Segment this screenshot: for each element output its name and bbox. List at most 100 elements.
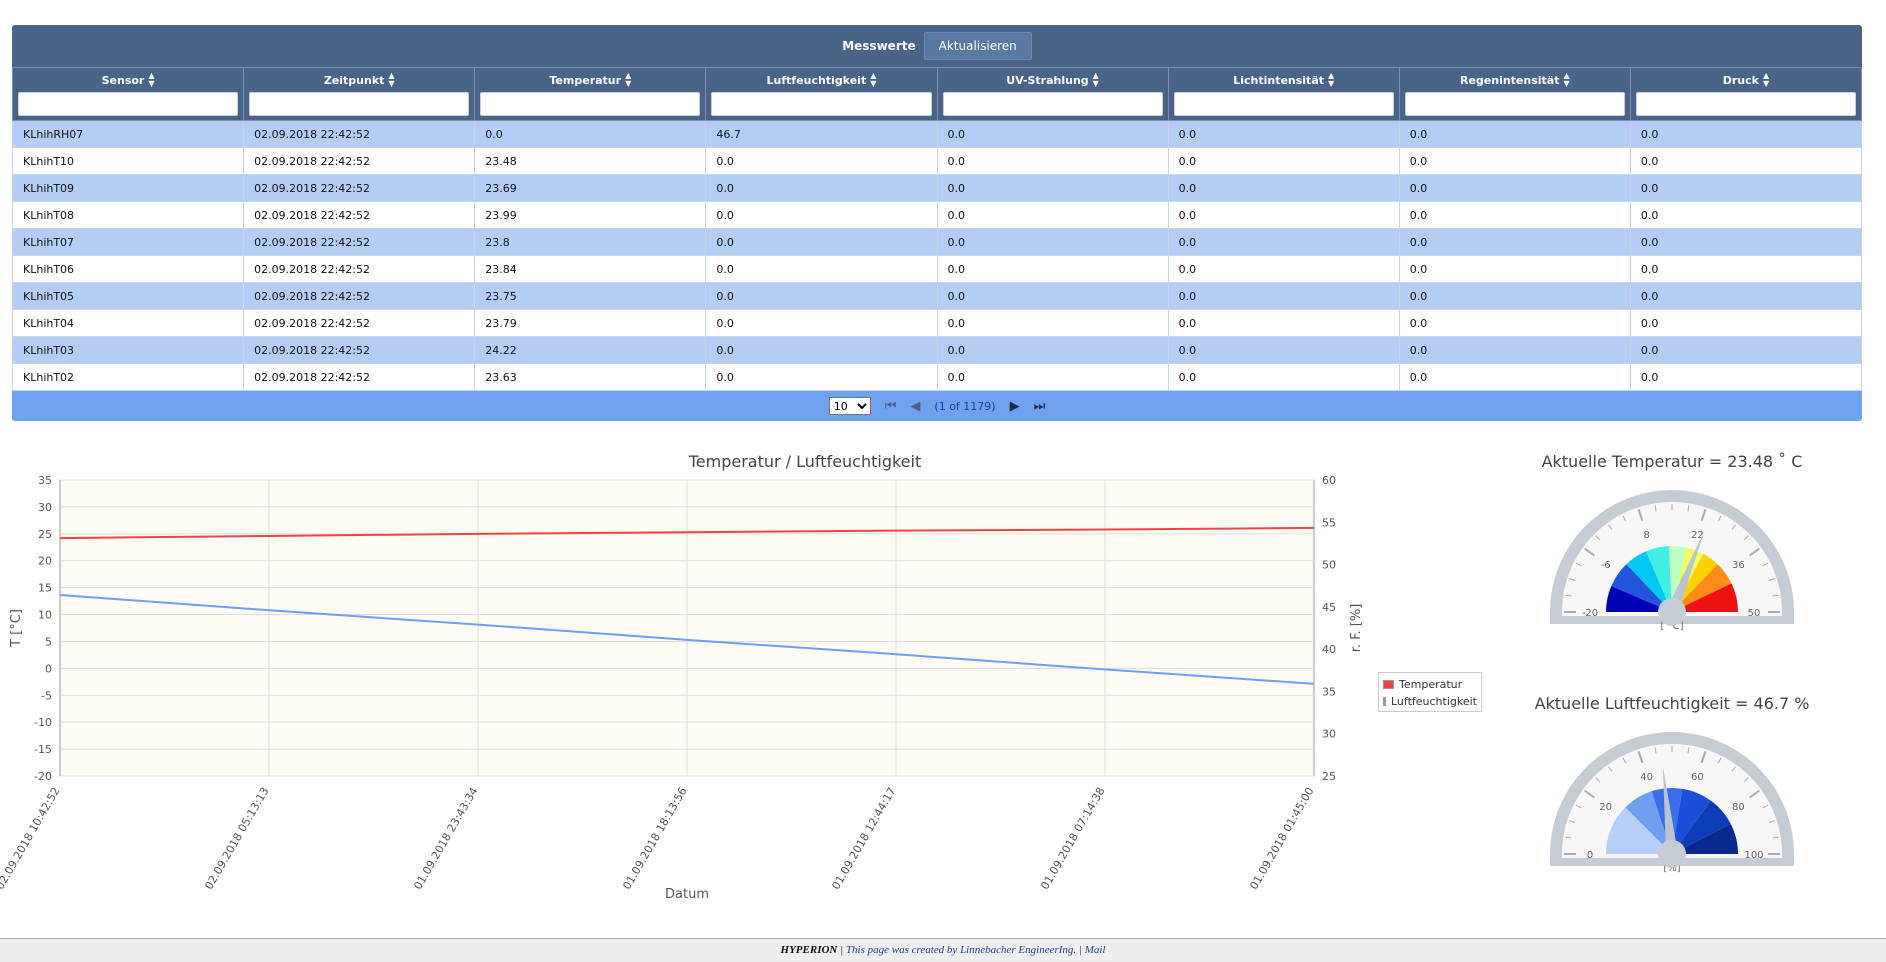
gauge-tick (1637, 508, 1644, 522)
sort-icon[interactable]: ▲ ▼ (870, 71, 877, 88)
table-cell: 0.0 (936, 174, 1169, 202)
mail-link[interactable]: Mail (1084, 944, 1106, 956)
column-header[interactable]: Druck ▲ ▼ (1629, 67, 1863, 121)
table-cell: 23.84 (474, 255, 707, 283)
prev-page-icon[interactable]: ◀ (910, 398, 921, 413)
chart-legend: Temperatur Luftfeuchtigkeit (1378, 672, 1482, 712)
gauge-tick (1731, 524, 1736, 530)
table-row[interactable]: KLhihRH07 02.09.2018 22:42:52 0.0 46.7 0.0 0.… (11, 120, 1863, 148)
column-header[interactable]: Lichtintensität ▲ ▼ (1167, 67, 1400, 121)
x-tick-label: 01.09.2018 01:45:00 (1247, 785, 1316, 892)
next-page-icon[interactable]: ▶ (1009, 398, 1020, 413)
table-cell: 0.0 (705, 228, 938, 256)
first-page-icon[interactable]: ⏮ (884, 398, 897, 413)
column-header[interactable]: Sensor ▲ ▼ (11, 67, 245, 121)
footer-brand: HYPERION (780, 944, 838, 956)
table-cell: 0.0 (705, 309, 938, 337)
table-row[interactable]: KLhihT08 02.09.2018 22:42:52 23.99 0.0 0.0 0.… (11, 201, 1863, 229)
y-tick-label: 30 (38, 501, 52, 514)
table-cell: 0.0 (1167, 228, 1400, 256)
refresh-button[interactable]: Aktualisieren (923, 32, 1032, 60)
column-filter-input[interactable] (942, 92, 1163, 116)
column-label: Regenintensität (1459, 73, 1560, 87)
column-filter-input[interactable] (711, 92, 932, 116)
column-header[interactable]: UV-Strahlung ▲ ▼ (936, 67, 1169, 121)
column-header[interactable]: Luftfeuchtigkeit ▲ ▼ (705, 67, 938, 121)
table-cell: 0.0 (1167, 282, 1400, 310)
sort-icon[interactable]: ▲ ▼ (1762, 71, 1770, 88)
y2-tick-label: 35 (1322, 685, 1336, 698)
y2-tick-label: 55 (1322, 516, 1336, 529)
table-cell: 0.0 (936, 228, 1169, 256)
table-row[interactable]: KLhihT06 02.09.2018 22:42:52 23.84 0.0 0.0 0.… (11, 255, 1863, 283)
series-line-temperatur (59, 526, 1315, 540)
gauge-tick (1749, 547, 1760, 557)
chart-title: Temperatur / Luftfeuchtigkeit (688, 452, 922, 471)
table-row[interactable]: KLhihT03 02.09.2018 22:42:52 24.22 0.0 0.0 0.… (11, 336, 1863, 364)
column-header[interactable]: Temperatur ▲ ▼ (474, 67, 707, 121)
column-filter-input[interactable] (1173, 92, 1394, 116)
gauge-scale-label: 100 (1744, 850, 1763, 861)
table-cell: 0.0 (705, 201, 938, 229)
table-cell: 02.09.2018 22:42:52 (243, 228, 476, 256)
gauge-tick (1569, 820, 1576, 823)
table-cell: 0.0 (1398, 201, 1631, 229)
gauge-tick (1622, 515, 1627, 522)
y2-tick-label: 30 (1322, 728, 1336, 741)
gauge-tick (1717, 515, 1722, 522)
sort-icon[interactable]: ▲ ▼ (1563, 71, 1570, 88)
gauge-tick (1762, 562, 1769, 567)
gauge-tick (1768, 578, 1775, 581)
sort-icon[interactable]: ▲ ▼ (388, 71, 395, 88)
rows-per-page-select[interactable]: 10 (828, 397, 871, 415)
y-tick-label: 5 (45, 635, 52, 648)
sensor-panel: Messwerte Aktualisieren Sensor ▲ ▼ Zeitpunk… (11, 25, 1863, 421)
sort-icon[interactable]: ▲ ▼ (625, 71, 632, 88)
table-cell: 23.99 (474, 201, 707, 229)
table-row[interactable]: KLhihT07 02.09.2018 22:42:52 23.8 0.0 0.0 0.0… (11, 228, 1863, 256)
footer-separator: | (1076, 944, 1085, 956)
gauge-tick (1687, 505, 1690, 512)
sort-icon[interactable]: ▲ ▼ (1092, 71, 1099, 88)
legend-label: Temperatur (1399, 678, 1463, 691)
gauge-tick (1743, 777, 1749, 783)
gauge-tick (1595, 777, 1601, 783)
gauge-tick (1565, 594, 1572, 597)
gauge-band (1672, 824, 1738, 854)
table-row[interactable]: KLhihT02 02.09.2018 22:42:52 23.63 0.0 0.0 0.… (11, 363, 1863, 391)
page-info: (1 of 1179) (934, 399, 996, 413)
column-filter-input[interactable] (18, 92, 239, 116)
table-row[interactable]: KLhihT04 02.09.2018 22:42:52 23.79 0.0 0.0 0.… (11, 309, 1863, 337)
table-cell: 0.0 (1629, 201, 1863, 229)
gauge-tick (1622, 757, 1627, 764)
last-page-icon[interactable]: ⏭ (1033, 398, 1046, 413)
column-filter-input[interactable] (1404, 92, 1625, 116)
gauge-band (1672, 800, 1731, 854)
gauge-scale-label: -6 (1601, 560, 1611, 571)
gauge-tick (1608, 524, 1613, 530)
table-cell: 0.0 (936, 120, 1169, 148)
table-row[interactable]: KLhihT05 02.09.2018 22:42:52 23.75 0.0 0.0 0.… (11, 282, 1863, 310)
humidity-gauge: 0 20 40 60 80 100 [%] (1550, 732, 1794, 874)
gauge-unit-label: [%] (1663, 863, 1680, 874)
table-cell: 0.0 (936, 147, 1169, 175)
table-row[interactable]: KLhihT09 02.09.2018 22:42:52 23.69 0.0 0.0 0.… (11, 174, 1863, 202)
column-filter-input[interactable] (480, 92, 701, 116)
table-cell: 0.0 (705, 174, 938, 202)
gauge-scale-label: 0 (1587, 850, 1593, 861)
column-filter-input[interactable] (1635, 92, 1856, 116)
column-header[interactable]: Zeitpunkt ▲ ▼ (243, 67, 476, 121)
table-cell: 23.75 (474, 282, 707, 310)
y-tick-label: -15 (34, 743, 52, 756)
column-filter-input[interactable] (249, 92, 470, 116)
sort-icon[interactable]: ▲ ▼ (1328, 71, 1335, 88)
column-header[interactable]: Regenintensität ▲ ▼ (1398, 67, 1631, 121)
table-row[interactable]: KLhihT10 02.09.2018 22:42:52 23.48 0.0 0.0 0.… (11, 147, 1863, 175)
sort-icon[interactable]: ▲ ▼ (148, 71, 155, 88)
gauge-scale-label: -20 (1582, 608, 1598, 619)
y2-tick-label: 45 (1322, 601, 1336, 614)
table-cell: 0.0 (1629, 255, 1863, 283)
gauge-scale-label: 20 (1599, 802, 1612, 813)
gauge-scale-label: 8 (1643, 530, 1649, 541)
